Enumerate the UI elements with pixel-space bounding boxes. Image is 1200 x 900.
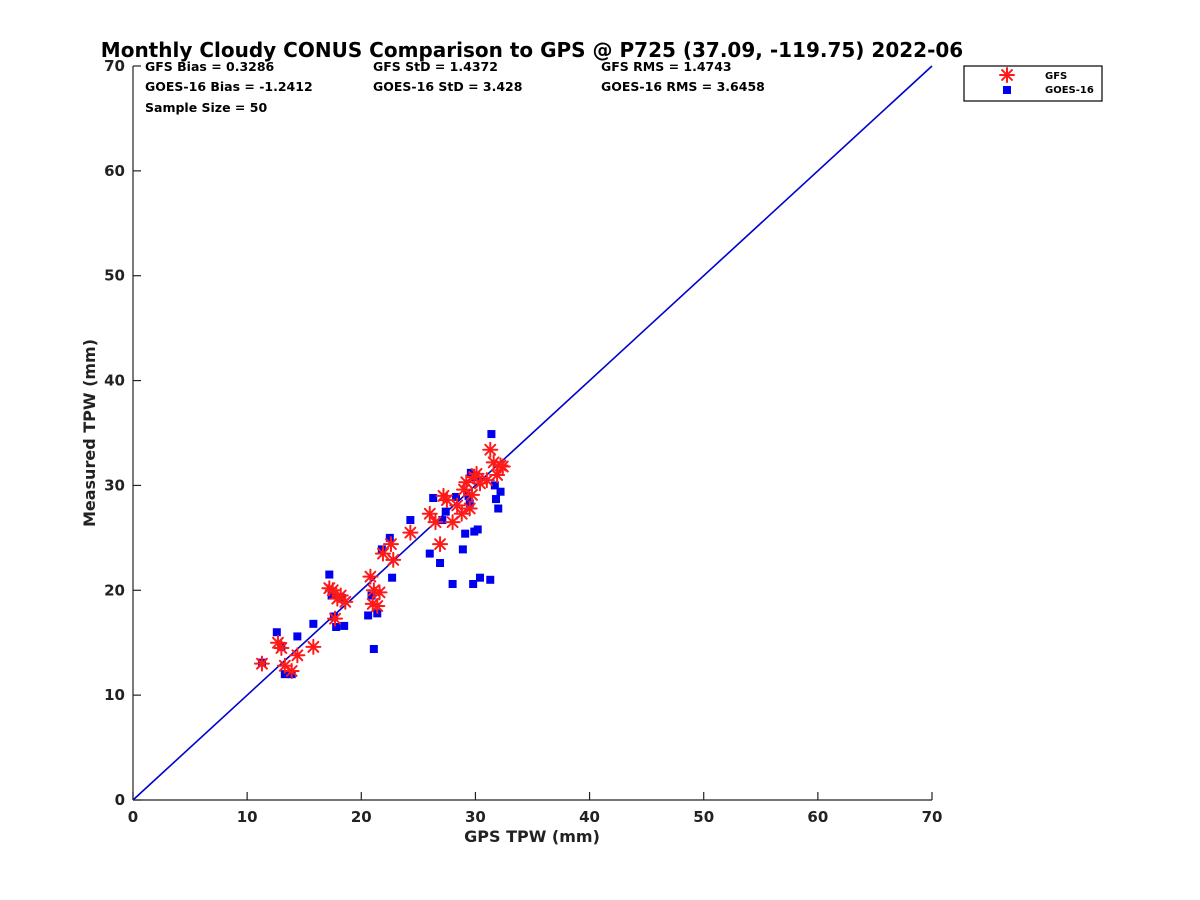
y-tick-label: 20 xyxy=(104,581,125,599)
x-axis-ticks: 0 10 20 30 40 50 60 70 xyxy=(128,792,943,826)
goes16-point xyxy=(385,533,394,542)
chart-title: Monthly Cloudy CONUS Comparison to GPS @… xyxy=(101,38,963,62)
goes-std-text: GOES-16 StD = 3.428 xyxy=(373,79,522,94)
y-axis-label: Measured TPW (mm) xyxy=(80,339,99,527)
y-tick-label: 40 xyxy=(104,372,125,390)
goes16-point xyxy=(325,570,334,579)
x-tick-label: 30 xyxy=(465,808,486,826)
goes16-point xyxy=(332,622,341,631)
legend-goes16-marker xyxy=(1003,86,1011,94)
goes16-point xyxy=(491,495,500,504)
goes16-point xyxy=(441,507,450,516)
axes-frame xyxy=(132,66,932,801)
goes16-point xyxy=(367,591,376,600)
gfs-bias-text: GFS Bias = 0.3286 xyxy=(145,59,275,74)
gfs-point xyxy=(371,584,388,601)
goes-rms-text: GOES-16 RMS = 3.6458 xyxy=(601,79,765,94)
x-tick-label: 20 xyxy=(351,808,372,826)
sample-size-text: Sample Size = 50 xyxy=(145,100,267,115)
y-tick-label: 30 xyxy=(104,476,125,494)
y-tick-label: 10 xyxy=(104,686,125,704)
gfs-point xyxy=(283,663,300,680)
gfs-point xyxy=(458,474,475,491)
gfs-point xyxy=(332,587,349,604)
gfs-series xyxy=(253,441,511,680)
x-tick-label: 10 xyxy=(237,808,258,826)
goes16-point xyxy=(486,575,495,584)
goes16-point xyxy=(272,628,281,637)
gfs-point xyxy=(402,524,419,541)
x-axis-label: GPS TPW (mm) xyxy=(464,827,600,846)
gfs-point xyxy=(327,610,344,627)
legend-gfs-label: GFS xyxy=(1045,71,1067,82)
goes16-point xyxy=(280,670,289,679)
goes16-point xyxy=(473,525,482,534)
y-tick-label: 70 xyxy=(104,57,125,75)
goes16-point xyxy=(464,491,473,500)
goes16-point xyxy=(487,430,496,439)
goes16-point xyxy=(364,611,373,620)
goes16-point xyxy=(406,516,415,525)
goes16-point xyxy=(327,591,336,600)
gfs-point xyxy=(305,638,322,655)
goes16-point xyxy=(377,545,386,554)
goes16-point xyxy=(340,621,349,630)
gfs-point xyxy=(273,639,290,656)
goes16-point xyxy=(388,573,397,582)
goes16-point xyxy=(425,549,434,558)
gfs-point xyxy=(253,655,270,672)
gfs-point xyxy=(421,505,438,522)
gfs-point xyxy=(362,568,379,585)
y-axis-ticks: 0 10 20 30 40 50 60 70 xyxy=(104,57,141,809)
gfs-point xyxy=(427,514,444,531)
goes16-point xyxy=(369,645,378,654)
goes16-point xyxy=(452,492,461,501)
x-tick-label: 0 xyxy=(128,808,138,826)
legend-gfs-asterisk xyxy=(999,67,1015,83)
goes16-point xyxy=(458,545,467,554)
legend: GFS GOES-16 xyxy=(963,65,1103,102)
x-tick-label: 70 xyxy=(922,808,943,826)
x-tick-label: 40 xyxy=(579,808,600,826)
gfs-point xyxy=(369,598,386,615)
goes-bias-text: GOES-16 Bias = -1.2412 xyxy=(145,79,313,94)
gfs-point xyxy=(453,505,470,522)
legend-box xyxy=(963,65,1103,102)
goes16-point xyxy=(429,494,438,503)
gfs-point xyxy=(461,500,478,517)
gfs-point xyxy=(289,647,306,664)
y-tick-label: 60 xyxy=(104,162,125,180)
goes16-point xyxy=(438,516,447,525)
goes16-point xyxy=(469,579,478,588)
reference-line xyxy=(132,65,933,801)
legend-gfs-marker xyxy=(999,67,1015,83)
y-tick-label: 0 xyxy=(115,791,125,809)
goes16-point xyxy=(293,632,302,641)
legend-goes16-label: GOES-16 xyxy=(1045,85,1094,96)
gfs-point xyxy=(385,551,402,568)
goes16-point xyxy=(309,619,318,628)
goes16-point xyxy=(496,487,505,496)
x-tick-label: 60 xyxy=(807,808,828,826)
goes16-point xyxy=(494,504,503,513)
gfs-std-text: GFS StD = 1.4372 xyxy=(373,59,498,74)
gfs-rms-text: GFS RMS = 1.4743 xyxy=(601,59,732,74)
goes16-point xyxy=(436,559,445,568)
goes16-point xyxy=(475,573,484,582)
gfs-point xyxy=(482,441,499,458)
y-tick-label: 50 xyxy=(104,267,125,285)
x-tick-label: 50 xyxy=(693,808,714,826)
gfs-point xyxy=(464,486,481,503)
goes16-point xyxy=(461,529,470,538)
goes16-point xyxy=(490,481,499,490)
goes16-point xyxy=(448,579,457,588)
gfs-point xyxy=(382,536,399,553)
gfs-point xyxy=(374,545,391,562)
gfs-point xyxy=(494,458,511,475)
gfs-point xyxy=(337,593,354,610)
gfs-point xyxy=(432,536,449,553)
